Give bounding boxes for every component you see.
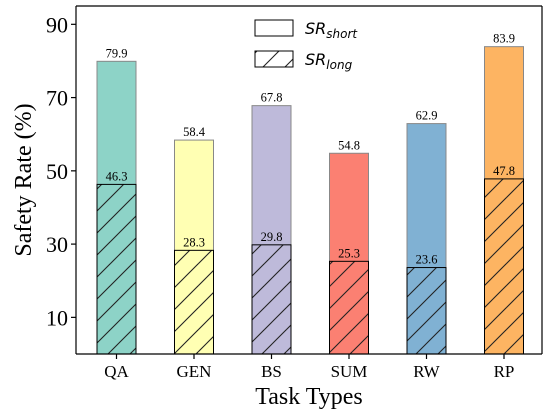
legend-label-sr-long-sub: long	[326, 58, 352, 72]
data-label-sr-long-rw: 23.6	[416, 253, 438, 267]
legend-label-sr-long: SRlong	[305, 50, 353, 72]
data-label-sr-short-gen: 58.4	[183, 125, 206, 139]
bar-sr-long-rw	[406, 267, 447, 355]
x-tick-label-rw: RW	[413, 362, 440, 381]
y-axis-label: Safety Rate (%)	[11, 103, 37, 256]
data-label-sr-short-rw: 62.9	[416, 109, 438, 123]
bars-group	[96, 46, 524, 355]
legend-label-sr-long-main: SR	[305, 50, 326, 69]
bar-sr-long-rp	[484, 178, 524, 355]
data-label-sr-short-qa: 79.9	[106, 46, 128, 60]
legend-label-sr-short: SRshort	[305, 19, 358, 41]
bar-sr-long-gen	[174, 249, 214, 355]
x-tick-label-sum: SUM	[331, 362, 368, 381]
y-tick-label-10: 10	[46, 305, 68, 330]
axes-group	[75, 5, 543, 355]
data-label-sr-short-bs: 67.8	[261, 91, 283, 105]
legend: SRshort SRlong	[254, 19, 358, 72]
x-tick-label-qa: QA	[104, 362, 129, 381]
legend-swatch-sr-short	[254, 19, 294, 37]
y-ticks-group: 10 30 50 70 90	[46, 12, 76, 330]
x-ticks-group: QA GEN BS SUM RW RP	[104, 354, 514, 381]
x-axis-label: Task Types	[255, 384, 363, 410]
data-label-sr-short-sum: 54.8	[338, 138, 360, 152]
legend-label-sr-short-sub: short	[326, 27, 358, 41]
bar-sr-long-bs	[251, 244, 292, 355]
y-tick-label-90: 90	[46, 12, 68, 37]
y-tick-label-50: 50	[46, 159, 68, 184]
bar-sr-long-qa	[96, 183, 137, 355]
x-tick-label-bs: BS	[261, 362, 282, 381]
data-label-sr-long-rp: 47.8	[493, 164, 515, 178]
y-tick-label-30: 30	[46, 232, 68, 257]
legend-label-sr-short-main: SR	[305, 19, 326, 38]
data-label-sr-long-qa: 46.3	[106, 169, 128, 183]
data-label-sr-long-bs: 29.8	[261, 230, 283, 244]
y-tick-label-70: 70	[46, 86, 68, 111]
legend-swatch-sr-long	[254, 50, 294, 68]
x-tick-label-rp: RP	[494, 362, 515, 381]
bar-sr-long-sum	[329, 260, 369, 355]
data-labels-group: 79.9 46.3 58.4 28.3 67.8 29.8 54.8 25.3 62.9 23.6…	[106, 32, 515, 267]
data-label-sr-long-gen: 28.3	[183, 235, 205, 249]
data-label-sr-short-rp: 83.9	[493, 32, 515, 46]
data-label-sr-long-sum: 25.3	[338, 246, 360, 260]
x-tick-label-gen: GEN	[177, 362, 212, 381]
